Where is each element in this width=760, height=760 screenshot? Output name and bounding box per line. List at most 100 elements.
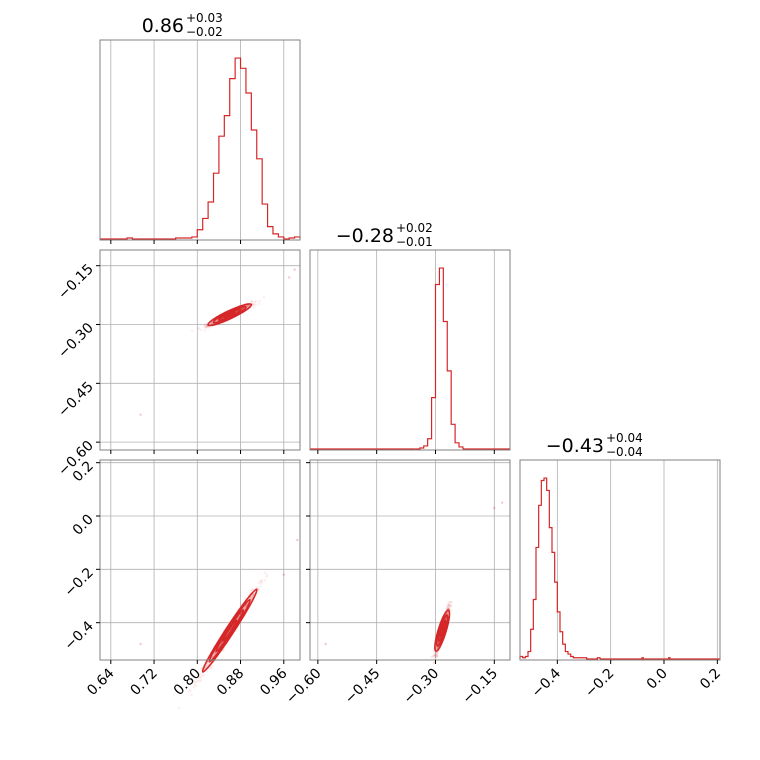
- scatter-point: [199, 679, 203, 682]
- scatter-point: [212, 652, 216, 656]
- scatter-point: [444, 617, 448, 620]
- panel-background: [520, 460, 720, 660]
- scatter-outlier: [287, 276, 291, 279]
- scatter-point: [209, 322, 213, 325]
- scatter-point: [211, 654, 215, 658]
- panel-1-0: [100, 250, 300, 450]
- scatter-point: [246, 304, 250, 308]
- scatter-cloud: [324, 501, 504, 672]
- scatter-point: [265, 575, 268, 579]
- scatter-outlier: [500, 501, 504, 504]
- scatter-point: [265, 573, 269, 577]
- scatter-point: [243, 606, 247, 609]
- scatter-point: [204, 325, 208, 329]
- scatter-point: [250, 301, 254, 305]
- scatter-point: [432, 661, 436, 664]
- scatter-point: [240, 602, 243, 605]
- density-contour: [208, 598, 251, 663]
- scatter-point: [446, 604, 450, 608]
- scatter-point: [195, 680, 198, 684]
- scatter-point: [246, 304, 250, 308]
- scatter-point: [447, 603, 451, 606]
- scatter-point: [435, 651, 439, 655]
- scatter-point: [209, 666, 213, 670]
- scatter-point: [177, 706, 181, 710]
- panel-frame: [99, 249, 301, 451]
- scatter-point: [436, 641, 440, 645]
- scatter-point: [449, 609, 453, 612]
- scatter-point: [202, 673, 206, 677]
- param-title-plus: +0.03: [186, 11, 223, 25]
- scatter-point: [206, 663, 209, 667]
- scatter-point: [198, 675, 201, 678]
- scatter-point: [446, 612, 449, 615]
- density-contour: [212, 305, 247, 324]
- scatter-point: [222, 322, 225, 326]
- scatter-point: [253, 300, 257, 304]
- scatter-point: [197, 327, 200, 331]
- x-tick-label: 0.2: [697, 666, 724, 693]
- param-title-value: −0.43: [546, 435, 604, 457]
- param-title-plus: +0.02: [396, 221, 433, 235]
- scatter-point: [210, 322, 214, 325]
- scatter-point: [222, 648, 225, 652]
- scatter-point: [211, 665, 214, 668]
- scatter-point: [214, 651, 218, 655]
- scatter-cloud: [139, 538, 299, 710]
- scatter-point: [431, 655, 435, 658]
- scatter-point: [447, 603, 451, 607]
- scatter-point: [241, 307, 245, 310]
- scatter-point: [203, 323, 207, 327]
- scatter-point: [203, 328, 207, 332]
- scatter-point: [250, 299, 253, 303]
- scatter-point: [434, 655, 438, 658]
- scatter-point: [435, 654, 438, 658]
- scatter-point: [435, 655, 439, 659]
- density-contour: [435, 614, 449, 647]
- y-tick-label: −0.15: [55, 261, 97, 303]
- panel-frame: [309, 249, 511, 451]
- scatter-outlier: [293, 268, 296, 271]
- y-tick-label: −0.2: [61, 565, 96, 600]
- scatter-point: [259, 585, 262, 588]
- scatter-point: [241, 307, 245, 310]
- x-tick-label: −0.15: [459, 666, 501, 708]
- panel-background: [310, 250, 510, 450]
- param-title-minus: −0.01: [396, 235, 433, 249]
- panel-0-0: [100, 40, 300, 240]
- panel-2-2: [520, 460, 720, 660]
- scatter-point: [192, 685, 196, 689]
- scatter-point: [435, 653, 439, 656]
- scatter-point: [447, 603, 451, 606]
- scatter-point: [432, 661, 436, 665]
- scatter-point: [252, 302, 256, 306]
- scatter-point: [449, 604, 453, 608]
- scatter-point: [206, 326, 210, 330]
- scatter-point: [260, 581, 263, 585]
- scatter-point: [241, 307, 244, 311]
- scatter-point: [447, 606, 451, 610]
- scatter-point: [198, 676, 201, 680]
- scatter-point: [430, 655, 433, 659]
- scatter-point: [250, 595, 254, 599]
- scatter-point: [193, 682, 197, 685]
- scatter-point: [445, 607, 449, 610]
- scatter-outlier: [139, 413, 142, 416]
- scatter-point: [252, 305, 256, 309]
- panel-frame: [99, 39, 301, 241]
- scatter-point: [190, 329, 194, 332]
- param-title-value: −0.28: [336, 225, 394, 247]
- scatter-point: [447, 604, 450, 607]
- scatter-point: [436, 642, 440, 645]
- scatter-point: [213, 652, 216, 655]
- density-contour: [439, 624, 445, 637]
- scatter-cloud: [139, 268, 296, 416]
- scatter-point: [445, 607, 448, 610]
- scatter-point: [436, 651, 439, 655]
- y-tick-label: −0.30: [55, 320, 97, 362]
- y-tick-label: −0.4: [61, 618, 96, 653]
- scatter-point: [446, 605, 449, 608]
- scatter-point: [262, 296, 266, 299]
- scatter-point: [433, 651, 437, 655]
- scatter-point: [446, 612, 449, 616]
